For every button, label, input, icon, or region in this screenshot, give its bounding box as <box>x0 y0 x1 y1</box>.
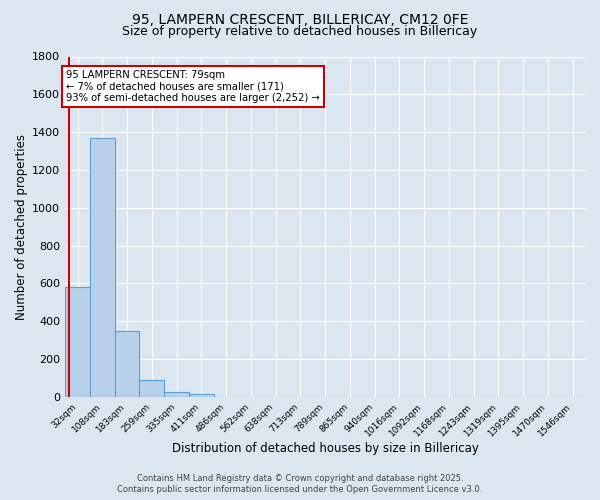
Bar <box>164 392 189 397</box>
Text: 95 LAMPERN CRESCENT: 79sqm
← 7% of detached houses are smaller (171)
93% of semi: 95 LAMPERN CRESCENT: 79sqm ← 7% of detac… <box>67 70 320 103</box>
Bar <box>115 330 139 397</box>
Y-axis label: Number of detached properties: Number of detached properties <box>15 134 28 320</box>
Text: Contains HM Land Registry data © Crown copyright and database right 2025.
Contai: Contains HM Land Registry data © Crown c… <box>118 474 482 494</box>
Bar <box>189 394 214 397</box>
Bar <box>90 138 115 397</box>
Text: Size of property relative to detached houses in Billericay: Size of property relative to detached ho… <box>122 25 478 38</box>
Bar <box>139 380 164 397</box>
X-axis label: Distribution of detached houses by size in Billericay: Distribution of detached houses by size … <box>172 442 479 455</box>
Text: 95, LAMPERN CRESCENT, BILLERICAY, CM12 0FE: 95, LAMPERN CRESCENT, BILLERICAY, CM12 0… <box>132 12 468 26</box>
Bar <box>65 287 90 397</box>
